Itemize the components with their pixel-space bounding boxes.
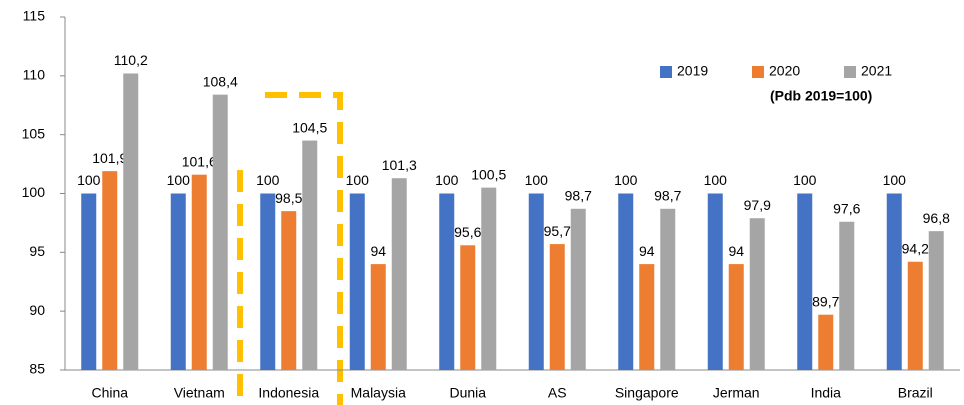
bar	[818, 314, 834, 370]
x-tick-label: Singapore	[615, 385, 679, 401]
data-label: 94	[370, 243, 386, 259]
data-label: 94	[639, 243, 655, 259]
bar	[660, 208, 676, 370]
data-label: 101,9	[92, 150, 127, 166]
bar	[123, 73, 139, 370]
data-label: 100	[435, 172, 459, 188]
legend-label: 2021	[861, 63, 892, 79]
bar	[481, 187, 497, 370]
bar	[391, 178, 407, 370]
highlight-box	[265, 92, 343, 405]
bar	[170, 193, 186, 370]
bar	[460, 245, 476, 370]
legend-swatch	[752, 66, 764, 78]
legend-label: 2019	[677, 63, 708, 79]
data-label: 101,3	[382, 157, 417, 173]
data-label: 100	[704, 172, 728, 188]
bar	[302, 140, 318, 370]
bar	[618, 193, 634, 370]
bar	[260, 193, 276, 370]
bar	[102, 171, 118, 370]
y-tick-label: 115	[23, 8, 46, 24]
annotation: (Pdb 2019=100)	[770, 88, 872, 104]
data-label: 97,9	[744, 197, 771, 213]
data-label: 101,6	[182, 153, 217, 169]
data-label: 104,5	[292, 119, 327, 135]
bar	[212, 94, 228, 370]
y-tick-label: 100	[22, 184, 46, 200]
x-tick-label: Jerman	[713, 385, 760, 401]
bar	[728, 264, 744, 370]
data-label: 89,7	[812, 293, 839, 309]
x-tick-label: AS	[548, 385, 567, 401]
data-label: 100	[614, 172, 638, 188]
data-label: 95,6	[454, 224, 481, 240]
x-tick-label: Indonesia	[258, 385, 319, 401]
x-tick-label: Brazil	[898, 385, 933, 401]
bar	[528, 193, 544, 370]
y-tick-label: 110	[23, 67, 46, 83]
y-tick-label: 105	[22, 125, 46, 141]
legend-swatch	[660, 66, 672, 78]
data-label: 94,2	[902, 240, 929, 256]
bar	[570, 208, 586, 370]
data-label: 100	[256, 172, 280, 188]
data-label: 97,6	[833, 200, 860, 216]
x-tick-label: Dunia	[449, 385, 486, 401]
bar	[439, 193, 455, 370]
data-label: 94	[728, 243, 744, 259]
data-label: 100	[525, 172, 549, 188]
legend-label: 2020	[769, 63, 800, 79]
x-tick-label: Malaysia	[351, 385, 406, 401]
data-label: 98,7	[654, 187, 681, 203]
data-label: 100,5	[471, 166, 506, 182]
y-tick-label: 90	[29, 302, 45, 318]
data-label: 95,7	[544, 223, 571, 239]
data-label: 100	[883, 172, 907, 188]
x-tick-label: India	[811, 385, 842, 401]
data-label: 98,5	[275, 190, 302, 206]
x-tick-label: China	[91, 385, 128, 401]
bar	[839, 221, 855, 370]
data-label: 100	[77, 172, 101, 188]
bar	[191, 174, 207, 370]
bar	[349, 193, 365, 370]
bar	[928, 231, 944, 370]
y-tick-label: 95	[29, 243, 45, 259]
data-label: 100	[346, 172, 370, 188]
bar	[886, 193, 902, 370]
bar	[797, 193, 813, 370]
bar	[549, 244, 565, 370]
bar	[639, 264, 655, 370]
bar	[707, 193, 723, 370]
bar	[907, 261, 923, 370]
data-label: 100	[793, 172, 817, 188]
bar	[281, 211, 297, 370]
bar	[749, 218, 765, 370]
data-label: 100	[167, 172, 191, 188]
x-tick-label: Vietnam	[174, 385, 225, 401]
legend-swatch	[844, 66, 856, 78]
y-tick-label: 85	[29, 361, 45, 377]
bar	[81, 193, 97, 370]
data-label: 96,8	[923, 210, 950, 226]
data-label: 110,2	[114, 52, 148, 68]
bar	[370, 264, 386, 370]
data-label: 108,4	[203, 73, 238, 89]
data-label: 98,7	[565, 187, 592, 203]
